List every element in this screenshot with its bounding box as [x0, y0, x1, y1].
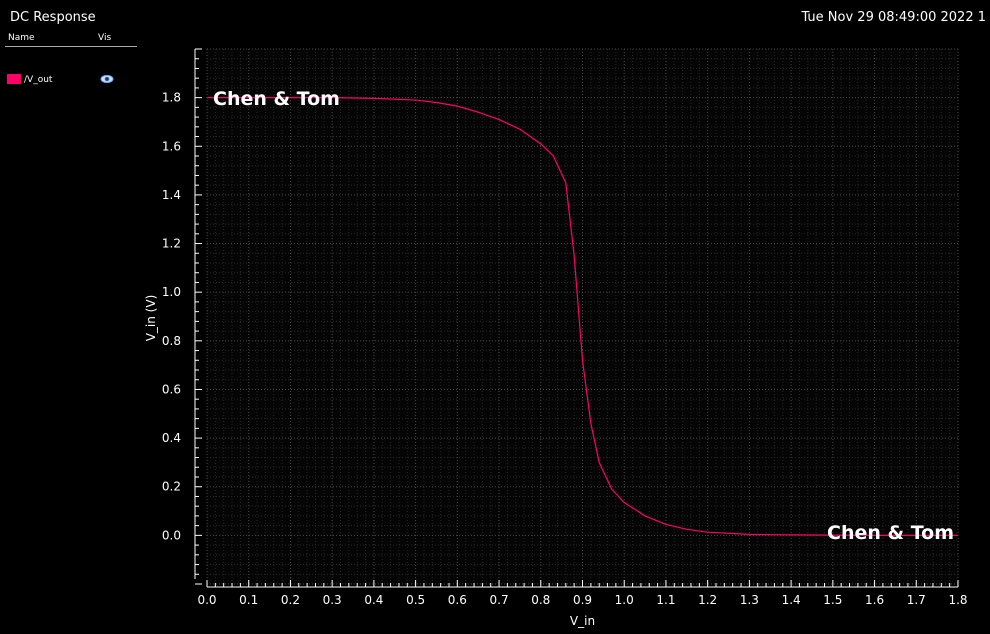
watermark-text: Chen & Tom: [827, 522, 954, 544]
x-tick-label: 1.4: [782, 593, 801, 607]
legend-header: Name Vis: [5, 33, 137, 47]
y-tick-label: 1.2: [162, 237, 181, 251]
legend-item-v-out[interactable]: /V_out: [7, 74, 117, 86]
x-tick-label: 0.6: [448, 593, 467, 607]
trace-line-v-out: [207, 97, 958, 536]
x-tick-label: 0.4: [364, 593, 383, 607]
x-tick-label: 1.6: [865, 593, 884, 607]
y-tick-label: 0.6: [162, 382, 181, 396]
y-tick-label: 1.0: [162, 285, 181, 299]
x-tick-label: 1.0: [615, 593, 634, 607]
signal-name: /V_out: [24, 75, 53, 85]
x-tick-label: 0.0: [197, 593, 216, 607]
eye-icon[interactable]: [100, 73, 114, 85]
y-tick-label: 0.2: [162, 480, 181, 494]
x-axis-label: V_in: [570, 614, 595, 628]
x-tick-label: 1.8: [948, 593, 967, 607]
datetime-stamp: Tue Nov 29 08:49:00 2022 1: [801, 10, 986, 25]
y-axis-label: V_in (V): [144, 295, 158, 342]
trace-color-swatch: [7, 74, 21, 84]
y-tick-label: 0.4: [162, 431, 181, 445]
x-tick-label: 0.5: [406, 593, 425, 607]
x-tick-label: 0.8: [531, 593, 550, 607]
y-tick-label: 1.8: [162, 91, 181, 105]
x-tick-label: 0.7: [490, 593, 509, 607]
x-tick-label: 0.2: [281, 593, 300, 607]
x-tick-label: 0.1: [239, 593, 258, 607]
ticks: 0.0 0.2 0.4 0.6 0.8 1.0 1.2 1.4 1.6 1.8 0.0 0.1 0.2 0…: [162, 48, 968, 607]
x-tick-label: 0.9: [573, 593, 592, 607]
x-tick-label: 0.3: [323, 593, 342, 607]
y-tick-label: 1.4: [162, 188, 181, 202]
traces: [207, 97, 958, 536]
y-tick-label: 0.8: [162, 334, 181, 348]
window-title: DC Response: [10, 10, 96, 25]
y-tick-label: 1.6: [162, 139, 181, 153]
legend-name-header: Name: [8, 33, 35, 43]
x-tick-label: 1.5: [823, 593, 842, 607]
watermark-text: Chen & Tom: [213, 88, 340, 110]
legend-vis-header: Vis: [98, 33, 112, 43]
y-tick-label: 0.0: [162, 528, 181, 542]
x-tick-label: 1.7: [907, 593, 926, 607]
x-tick-label: 1.2: [698, 593, 717, 607]
x-tick-label: 1.1: [656, 593, 675, 607]
x-tick-label: 1.3: [740, 593, 759, 607]
